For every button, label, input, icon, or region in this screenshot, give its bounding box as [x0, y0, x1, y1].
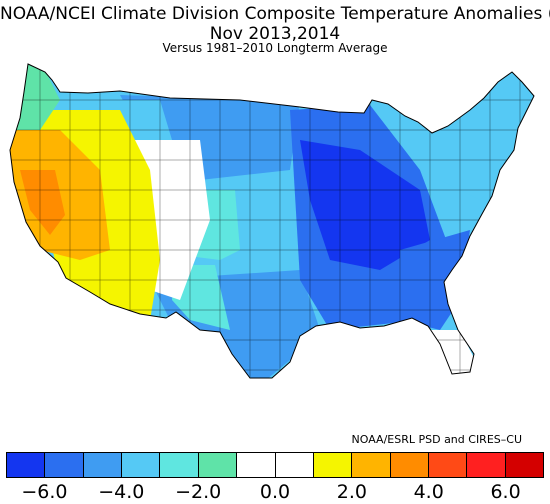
colorbar-cell: [467, 453, 506, 477]
credit-text: NOAA/ESRL PSD and CIRES–CU: [351, 433, 522, 446]
colorbar-cell: [198, 453, 238, 477]
anomaly-colorbar: [6, 452, 544, 478]
colorbar-cell: [237, 453, 276, 477]
map-title: NOAA/NCEI Climate Division Composite Tem…: [0, 4, 550, 24]
colorbar-cell: [7, 453, 46, 477]
colorbar-cell: [313, 453, 353, 477]
colorbar-cell: [390, 453, 429, 477]
map-subtitle: Versus 1981–2010 Longterm Average: [162, 41, 388, 55]
colorbar-cell: [275, 453, 314, 477]
colorbar-cell: [45, 453, 84, 477]
colorbar-cell: [160, 453, 199, 477]
colorbar-cell: [122, 453, 161, 477]
colorbar-cell: [428, 453, 468, 477]
region-florida: [430, 330, 475, 375]
us-climate-division-map: [0, 60, 550, 410]
region-ohio-valley: [300, 140, 430, 270]
colorbar-tick-label: 0.0: [259, 481, 291, 503]
colorbar-tick-labels: −6.0 −4.0 −2.0 0.0 2.0 4.0 6.0: [0, 481, 550, 503]
colorbar-tick-label: 4.0: [413, 481, 444, 503]
colorbar-cell: [505, 453, 544, 477]
colorbar-cell: [352, 453, 391, 477]
region-central-california: [20, 170, 65, 235]
colorbar-tick-label: 2.0: [336, 481, 367, 503]
map-period: Nov 2013,2014: [209, 24, 341, 44]
colorbar-tick-label: −4.0: [98, 481, 145, 503]
colorbar-tick-label: −6.0: [21, 481, 68, 503]
colorbar-tick-label: 6.0: [490, 481, 521, 503]
colorbar-cell: [83, 453, 123, 477]
colorbar-tick-label: −2.0: [175, 481, 222, 503]
